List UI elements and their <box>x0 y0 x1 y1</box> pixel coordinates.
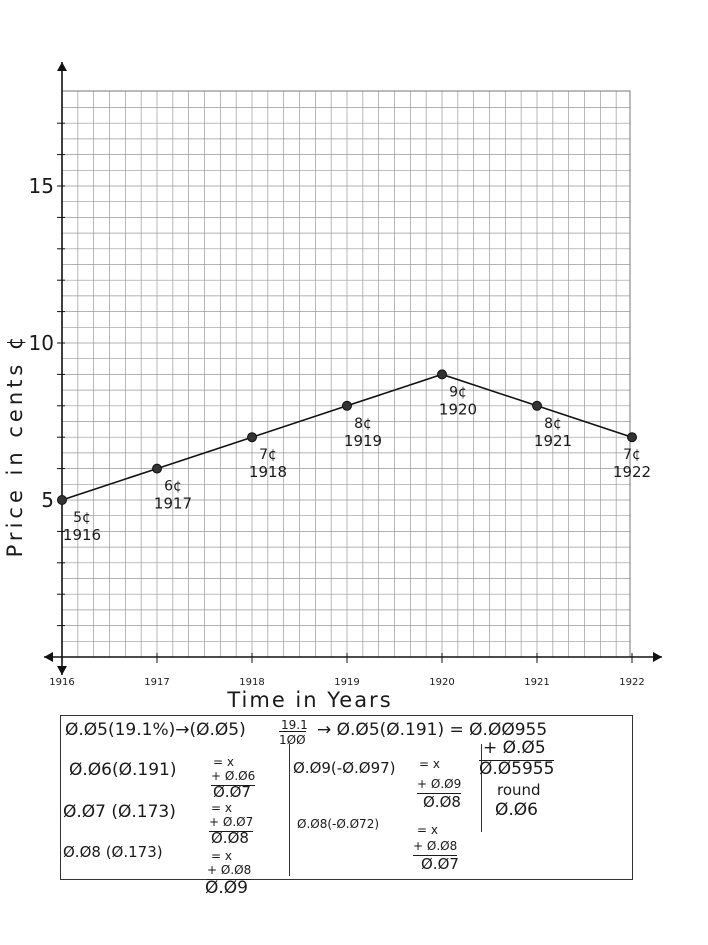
work-right-line2-result: Ø.Ø7 <box>421 855 459 873</box>
work-line4-x: = x <box>211 849 232 863</box>
grid-border <box>61 90 631 658</box>
work-right-line1-x: = x <box>419 757 440 771</box>
x-axis-arrow-right <box>653 652 662 662</box>
data-point <box>57 495 67 505</box>
x-tick-label: 1919 <box>334 677 359 688</box>
work-line3-add: + Ø.Ø7 <box>209 814 254 832</box>
y-tick-label: 15 <box>29 174 54 198</box>
work-right-line1-result: Ø.Ø8 <box>423 793 461 811</box>
point-label-price: 5¢ <box>73 510 91 526</box>
y-tick-labels: 5 10 15 <box>29 174 54 512</box>
y-tick-label: 5 <box>41 488 54 512</box>
x-tick-label: 1917 <box>144 677 169 688</box>
point-labels: 5¢19166¢19177¢19188¢19199¢19208¢19217¢19… <box>63 384 651 544</box>
work-right-line2: Ø.Ø8(-Ø.Ø72) <box>297 817 380 831</box>
point-label-year: 1917 <box>154 495 192 513</box>
point-label-price: 9¢ <box>449 384 467 400</box>
work-right-line2-x: = x <box>417 823 438 837</box>
work-line2-x: = x <box>213 755 234 769</box>
work-sum-a: Ø.Ø5955 <box>479 759 555 779</box>
point-label-year: 1920 <box>439 400 477 418</box>
work-line1-fraction-den: 1ØØ <box>279 731 306 747</box>
data-point <box>152 463 162 474</box>
work-round-word: round <box>497 781 541 799</box>
y-axis-arrow-up <box>57 62 67 71</box>
work-divider-right <box>481 744 482 832</box>
work-line3-result: Ø.Ø8 <box>211 829 249 847</box>
x-axis-arrow-left <box>44 652 53 662</box>
work-right-line1: Ø.Ø9(-Ø.Ø97) <box>293 759 396 777</box>
point-label-price: 8¢ <box>544 416 562 432</box>
y-axis-label: Price in cents ¢ <box>3 333 27 558</box>
x-tick-label: 1920 <box>429 677 454 688</box>
data-point <box>532 400 542 411</box>
x-tick-label: 1916 <box>49 677 74 688</box>
work-line2-add: + Ø.Ø6 <box>211 768 256 786</box>
point-label-year: 1916 <box>63 526 101 544</box>
point-label-price: 8¢ <box>354 416 372 432</box>
axes <box>44 62 662 675</box>
work-line3: Ø.Ø7 (Ø.173) <box>63 802 176 822</box>
x-tick-label: 1921 <box>524 677 549 688</box>
work-line1-fraction-num: 19.1 <box>281 718 308 732</box>
x-tick-label: 1922 <box>619 677 644 688</box>
data-points <box>57 369 637 505</box>
work-line4-result: Ø.Ø9 <box>205 878 248 898</box>
x-axis-label: Time in Years <box>226 688 392 712</box>
point-label-year: 1921 <box>534 432 572 450</box>
work-line2: Ø.Ø6(Ø.191) <box>69 760 177 780</box>
calculation-work-box: Ø.Ø5(19.1%)→(Ø.Ø5) 19.1 1ØØ → Ø.Ø5(Ø.191… <box>60 715 633 880</box>
x-tick-labels: 1916 1917 1918 1919 1920 1921 1922 <box>49 653 645 688</box>
work-right-line1-add: + Ø.Ø9 <box>417 776 462 794</box>
point-label-price: 6¢ <box>164 479 182 495</box>
y-tick-label: 10 <box>29 331 54 355</box>
work-line3-x: = x <box>211 801 232 815</box>
work-line1-end: → Ø.Ø5(Ø.191) = Ø.ØØ955 <box>317 720 548 740</box>
work-divider <box>289 744 290 876</box>
work-round-value: Ø.Ø6 <box>495 800 538 820</box>
x-tick-label: 1918 <box>239 677 264 688</box>
data-point <box>627 432 637 443</box>
work-add-a: + Ø.Ø5 <box>483 738 546 758</box>
work-right-line2-add: + Ø.Ø8 <box>413 838 458 856</box>
data-point <box>247 432 257 443</box>
point-label-year: 1918 <box>249 463 287 481</box>
point-label-year: 1922 <box>613 463 651 481</box>
point-label-price: 7¢ <box>623 447 641 463</box>
point-label-year: 1919 <box>344 432 382 450</box>
work-line4-add: + Ø.Ø8 <box>207 862 252 880</box>
work-line4: Ø.Ø8 (Ø.173) <box>63 843 163 861</box>
work-line1-start: Ø.Ø5(19.1%)→(Ø.Ø5) <box>65 720 246 740</box>
work-line2-result: Ø.Ø7 <box>213 783 251 801</box>
grid <box>61 90 631 658</box>
point-label-price: 7¢ <box>259 447 277 463</box>
data-point <box>437 369 447 380</box>
data-point <box>342 400 352 411</box>
y-axis-arrow-down <box>57 666 67 675</box>
